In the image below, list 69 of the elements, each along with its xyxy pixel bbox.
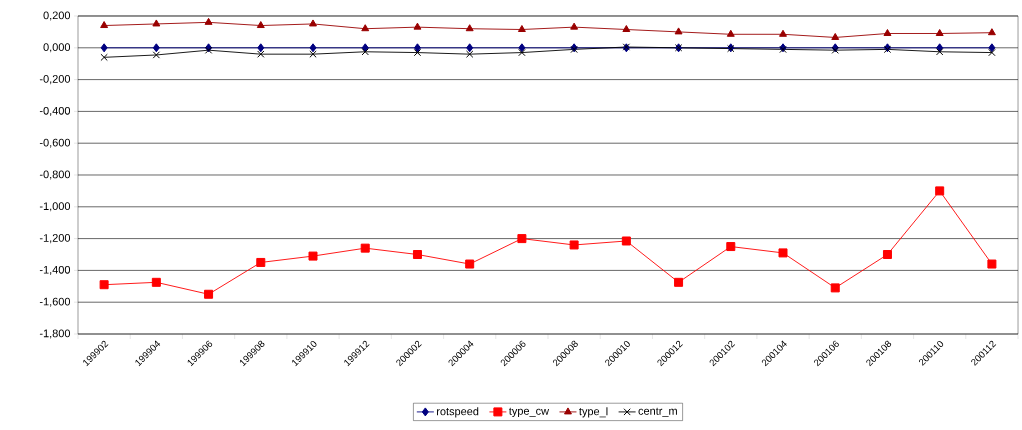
legend-label: centr_m xyxy=(638,407,677,417)
point xyxy=(726,29,735,37)
point xyxy=(518,48,526,57)
point xyxy=(883,28,892,36)
y-tick-label: -0,600 xyxy=(39,138,71,148)
point xyxy=(988,48,996,57)
y-tick-label: -1,200 xyxy=(39,234,71,244)
legend-label: type_l xyxy=(579,407,608,418)
point xyxy=(936,48,944,56)
point xyxy=(413,43,421,53)
point xyxy=(309,19,317,27)
y-tick-label: -1,400 xyxy=(39,265,71,275)
point xyxy=(935,186,945,196)
point xyxy=(99,280,109,290)
point xyxy=(204,289,214,299)
point xyxy=(518,43,526,53)
point xyxy=(257,43,265,53)
y-tick-label: -1,800 xyxy=(39,329,71,339)
y-tick-label: -1,600 xyxy=(39,297,71,307)
point xyxy=(831,32,840,40)
point xyxy=(256,21,265,29)
point xyxy=(152,43,160,53)
y-tick-label: -0,400 xyxy=(39,106,71,116)
point xyxy=(935,28,944,36)
point xyxy=(726,242,736,252)
point xyxy=(412,250,422,259)
y-tick-label: -1,000 xyxy=(39,202,71,212)
point xyxy=(621,236,631,246)
point xyxy=(517,234,527,244)
point xyxy=(570,22,579,30)
point xyxy=(100,53,108,62)
point xyxy=(361,24,370,32)
point xyxy=(257,50,265,58)
point xyxy=(569,240,579,250)
point xyxy=(100,43,108,53)
point xyxy=(882,250,892,259)
legend-label: rotspeed xyxy=(437,407,479,418)
point xyxy=(413,48,422,57)
point xyxy=(465,259,475,269)
point xyxy=(151,277,161,287)
point xyxy=(517,25,526,33)
point xyxy=(360,243,370,253)
point xyxy=(622,25,631,33)
point xyxy=(361,48,369,56)
point xyxy=(152,19,161,27)
point xyxy=(413,22,422,30)
point xyxy=(309,50,317,58)
point xyxy=(988,43,996,53)
point xyxy=(778,248,788,258)
point xyxy=(152,51,161,59)
point xyxy=(100,21,109,29)
point xyxy=(309,43,317,53)
point xyxy=(204,17,213,25)
point xyxy=(465,24,474,32)
y-tick-label: 0,200 xyxy=(43,11,71,21)
point xyxy=(465,50,474,58)
point xyxy=(987,259,997,269)
y-tick-label: -0,800 xyxy=(39,170,71,180)
legend-label: type_cw xyxy=(509,407,550,417)
y-tick-label: 0,000 xyxy=(43,43,71,53)
point xyxy=(674,277,684,287)
point xyxy=(987,28,996,36)
point xyxy=(466,43,474,53)
point xyxy=(830,283,840,293)
y-tick-label: -0,200 xyxy=(39,75,71,85)
point xyxy=(256,257,266,267)
point xyxy=(674,27,683,35)
point xyxy=(308,251,318,261)
point xyxy=(779,29,787,37)
